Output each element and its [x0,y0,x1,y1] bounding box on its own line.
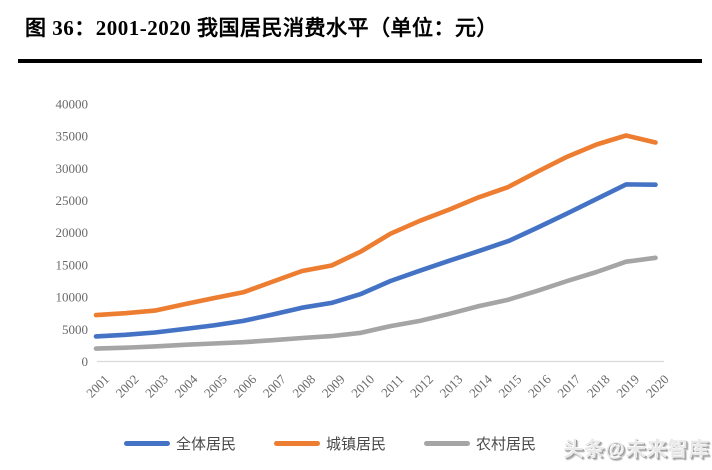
x-axis-tick-label: 2005 [201,372,230,401]
y-axis-tick-label: 0 [82,354,89,369]
x-axis-tick-label: 2008 [289,372,318,401]
y-axis-tick-label: 5000 [62,322,88,337]
y-axis-tick-label: 40000 [56,96,89,111]
x-axis-tick-label: 2001 [83,372,112,401]
series-line-1 [93,133,658,318]
y-axis-tick-label: 20000 [56,225,89,240]
x-axis-tick-label: 2019 [613,372,642,401]
legend-item-1: 城镇居民 [273,433,386,454]
x-axis-tick-label: 2017 [554,371,583,400]
legend-label: 全体居民 [175,436,236,453]
x-axis-tick-label: 2011 [378,372,407,401]
watermark: 头条@未来智库 [563,439,710,461]
x-axis-tick-label: 2004 [171,371,200,400]
legend-line-marker [424,440,470,446]
x-axis-tick-label: 2010 [348,372,377,401]
x-axis-tick-label: 2002 [113,372,142,401]
legend-label: 城镇居民 [325,436,386,453]
title-divider-rule [18,59,702,63]
x-axis-tick-label: 2016 [525,371,554,400]
legend-line-marker [123,440,170,446]
y-axis-tick-label: 30000 [56,161,89,176]
figure-title: 图 36：2001-2020 我国居民消费水平（单位：元） [25,16,498,40]
y-axis-tick-label: 10000 [56,290,89,305]
legend-item-0: 全体居民 [123,433,236,454]
legend-item-2: 农村居民 [424,433,536,454]
x-axis-tick-label: 2009 [319,372,348,401]
x-axis-tick-label: 2018 [584,372,613,401]
chart-legend: 全体居民 城镇居民 农村居民 [0,430,712,456]
y-axis-tick-label: 15000 [56,257,89,272]
line-chart: 0 5000 10000 15000 20000 25000 30000 35000 40000… [56,96,672,401]
y-axis-tick-label: 25000 [56,193,89,208]
x-axis-tick-label: 2020 [643,372,672,401]
x-axis-tick-label: 2006 [230,371,259,400]
legend-label: 农村居民 [476,436,537,453]
y-axis-tick-label: 35000 [56,129,89,144]
x-axis-tick-label: 2014 [466,371,495,400]
x-axis-tick-label: 2012 [407,372,436,401]
x-axis-tick-label: 2007 [260,371,289,400]
series-line-0 [93,182,658,339]
x-axis-tick-label: 2015 [495,372,524,401]
series-line-2 [93,255,658,351]
x-axis-tick-label: 2003 [142,372,171,401]
x-axis-tick-label: 2013 [437,372,466,401]
legend-line-marker [273,440,320,446]
